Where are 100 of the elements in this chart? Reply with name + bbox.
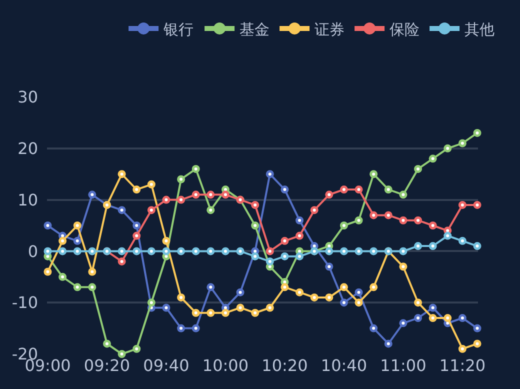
point [384, 186, 392, 194]
point [458, 200, 466, 209]
point [192, 190, 200, 199]
point [370, 211, 378, 220]
point [414, 314, 422, 322]
point [340, 283, 348, 292]
point [266, 247, 274, 256]
point [384, 211, 392, 220]
point [399, 190, 408, 199]
point [280, 252, 289, 260]
y-tick-label: 10 [18, 190, 38, 210]
point [236, 304, 244, 312]
point [458, 314, 466, 322]
point [44, 268, 52, 276]
x-tick-label: 10:40 [320, 356, 368, 375]
x-tick-label: 10:20 [262, 356, 308, 375]
point [44, 222, 52, 230]
point [354, 186, 363, 194]
point [177, 196, 186, 204]
point [370, 170, 378, 178]
x-tick-label: 09:20 [84, 356, 130, 375]
point [221, 308, 230, 317]
point [296, 252, 304, 260]
point [325, 190, 334, 199]
point [340, 247, 348, 256]
point [414, 164, 422, 173]
point [192, 247, 200, 256]
point [73, 222, 82, 230]
point [458, 139, 466, 148]
point [206, 190, 215, 199]
point [162, 247, 170, 256]
point [251, 252, 260, 260]
point [192, 324, 200, 332]
point [384, 340, 392, 348]
point [354, 247, 363, 256]
x-tick-label: 09:40 [143, 356, 190, 375]
point [444, 314, 452, 322]
point [88, 190, 96, 199]
point [414, 216, 422, 224]
point [58, 247, 67, 256]
point [192, 308, 200, 317]
point [177, 293, 186, 302]
point [118, 350, 126, 358]
point [428, 304, 437, 312]
point [266, 304, 274, 312]
point [280, 186, 289, 194]
point [206, 308, 215, 317]
point [340, 186, 348, 194]
point [118, 170, 126, 178]
point [473, 340, 482, 348]
point [296, 232, 304, 240]
point [206, 206, 215, 214]
point [399, 247, 408, 256]
legend-label: 保险 [390, 20, 420, 38]
point [132, 222, 141, 230]
point [132, 247, 141, 256]
point [251, 222, 260, 230]
point [399, 319, 408, 328]
point [296, 288, 304, 296]
point [340, 298, 348, 307]
point [162, 196, 170, 204]
point [473, 242, 482, 250]
point [325, 293, 334, 302]
point [102, 340, 111, 348]
legend-label: 银行 [162, 20, 194, 38]
point [177, 324, 186, 332]
point [177, 247, 186, 256]
point [428, 154, 437, 163]
point [132, 232, 141, 240]
point [428, 242, 437, 250]
point [221, 190, 230, 199]
point [147, 206, 156, 214]
point [399, 262, 408, 271]
point [266, 170, 274, 178]
point [147, 180, 156, 188]
point [88, 247, 96, 256]
y-tick-label: 30 [18, 88, 38, 107]
point [458, 236, 466, 245]
point [58, 236, 67, 245]
y-tick-label: -10 [12, 293, 38, 312]
point [340, 222, 348, 230]
y-tick-label: 0 [28, 242, 38, 261]
legend-label: 其他 [464, 20, 495, 38]
point [310, 293, 318, 302]
point [414, 242, 422, 250]
point [73, 236, 82, 245]
point [162, 236, 170, 245]
point [88, 268, 96, 276]
x-tick-label: 11:00 [380, 356, 426, 375]
point [444, 232, 452, 240]
point [354, 216, 363, 224]
point [370, 247, 378, 256]
point [414, 298, 422, 307]
point [147, 247, 156, 256]
point [132, 186, 141, 194]
point [221, 247, 230, 256]
point [280, 236, 289, 245]
point [118, 247, 126, 256]
point [118, 257, 126, 266]
point [325, 262, 334, 271]
